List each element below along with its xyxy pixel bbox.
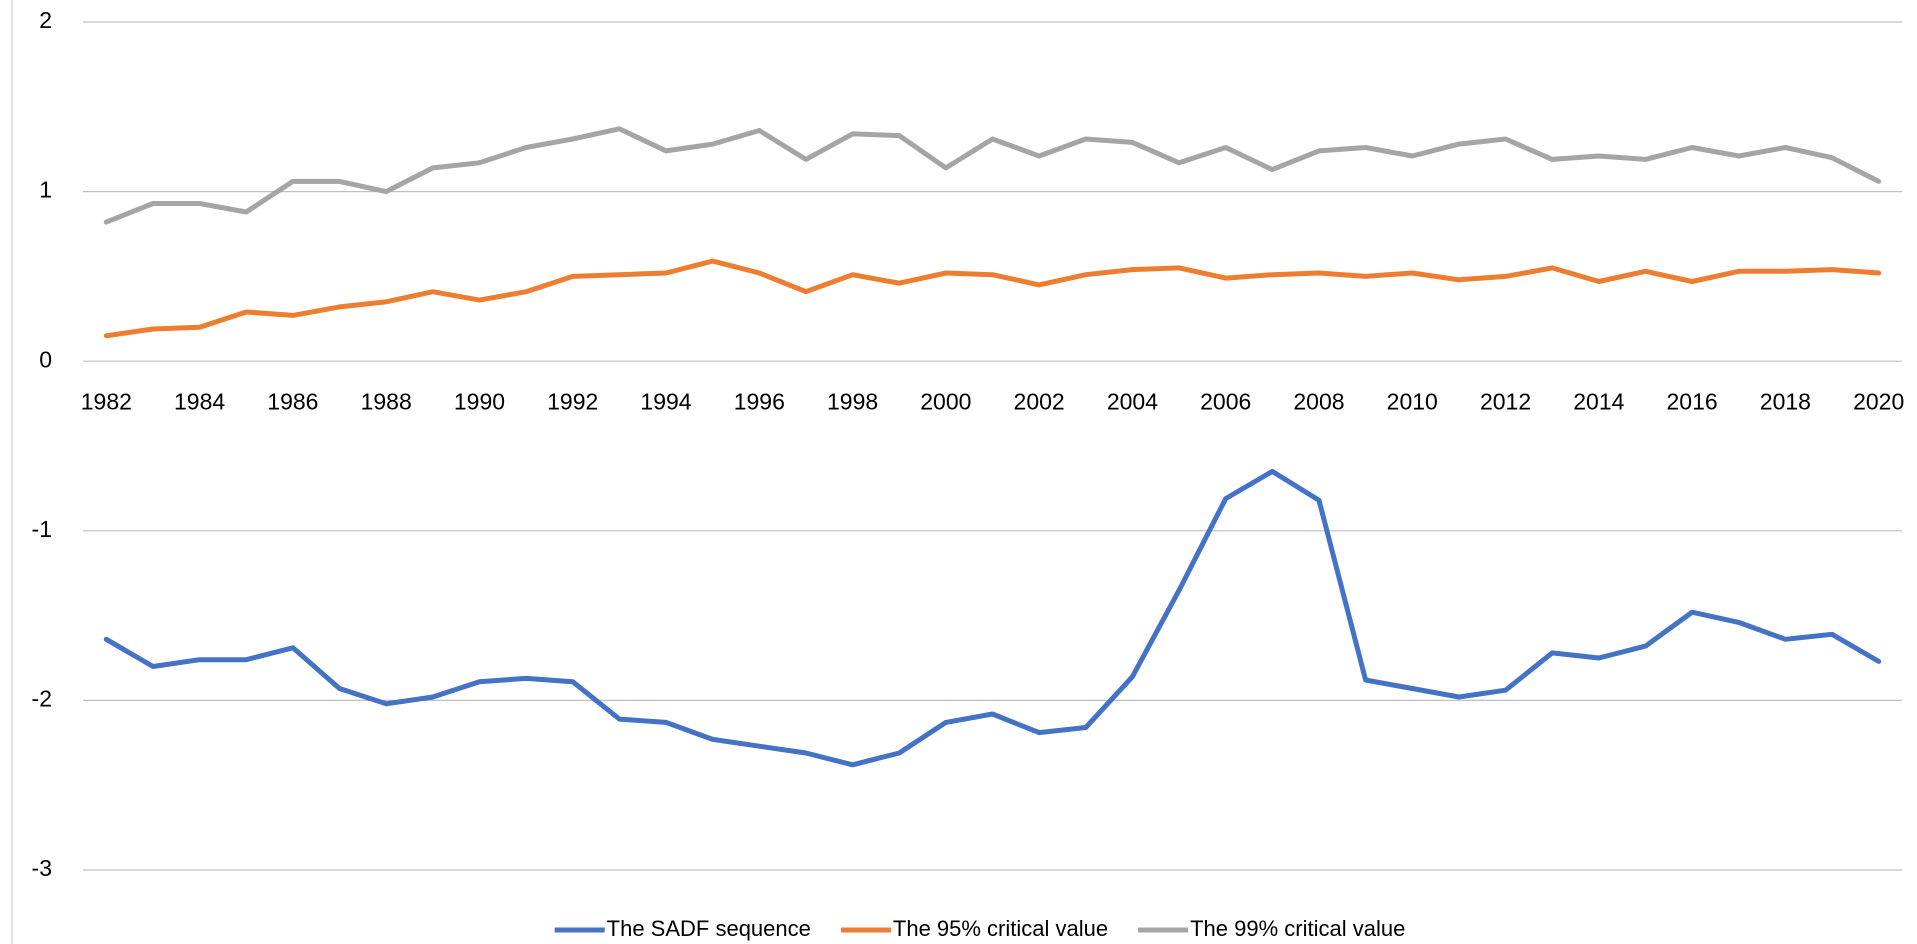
line-series — [103, 468, 1882, 768]
legend-label: The 95% critical value — [893, 916, 1108, 941]
x-tick-label: 2016 — [1667, 388, 1718, 414]
x-tick-label: 2004 — [1107, 388, 1158, 414]
x-tick-label: 1984 — [174, 388, 225, 414]
y-tick-label: -1 — [32, 516, 52, 542]
legend-label: The SADF sequence — [607, 916, 811, 941]
line-series — [103, 126, 1882, 225]
x-tick-label: 2010 — [1387, 388, 1438, 414]
x-tick-label: 1986 — [267, 388, 318, 414]
x-tick-label: 1990 — [454, 388, 505, 414]
y-tick-label: 1 — [39, 177, 52, 203]
x-tick-label: 1998 — [827, 388, 878, 414]
x-tick-label: 2020 — [1853, 388, 1904, 414]
y-tick-label: 0 — [39, 346, 52, 372]
x-tick-label: 2006 — [1200, 388, 1251, 414]
line-series — [103, 258, 1882, 339]
y-tick-label: -3 — [32, 855, 52, 881]
x-tick-label: 2018 — [1760, 388, 1811, 414]
x-tick-label: 1996 — [734, 388, 785, 414]
x-tick-label: 1992 — [547, 388, 598, 414]
x-tick-label: 2002 — [1014, 388, 1065, 414]
y-tick-label: 2 — [39, 7, 52, 33]
x-tick-label: 2008 — [1293, 388, 1344, 414]
x-tick-label: 1982 — [81, 388, 132, 414]
x-tick-label: 2000 — [920, 388, 971, 414]
x-tick-label: 2012 — [1480, 388, 1531, 414]
x-tick-label: 2014 — [1573, 388, 1624, 414]
x-tick-label: 1988 — [361, 388, 412, 414]
legend-label: The 99% critical value — [1190, 916, 1405, 941]
x-tick-label: 1994 — [640, 388, 691, 414]
y-tick-label: -2 — [32, 685, 52, 711]
